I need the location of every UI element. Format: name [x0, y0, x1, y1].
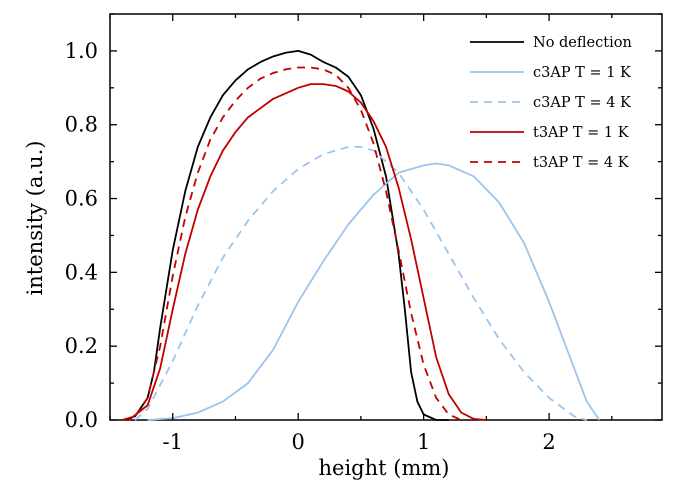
y-tick-label: 0.4: [65, 260, 98, 284]
y-axis: 0.0 0.2 0.4 0.6 0.8 1.0: [65, 13, 662, 432]
series-line-3: [128, 83, 487, 421]
x-axis: -1 0 1 2: [109, 14, 613, 454]
legend-label-0: No deflection: [533, 35, 632, 51]
y-axis-label: intensity (a.u.): [23, 141, 47, 296]
series-line-2: [134, 145, 587, 421]
y-tick-label: 0.2: [65, 334, 98, 358]
legend-label-4: t3AP T = 4 K: [533, 155, 630, 171]
y-tick-label: 1.0: [65, 39, 98, 63]
y-tick-label: 0.6: [65, 187, 98, 211]
legend-label-2: c3AP T = 4 K: [533, 95, 632, 111]
legend: No deflection c3AP T = 1 K c3AP T = 4 K t3A…: [470, 35, 632, 171]
x-tick-label: 2: [542, 430, 555, 454]
series-line-0: [122, 50, 449, 421]
plot-area: [109, 13, 663, 421]
y-tick-label: 0.0: [65, 408, 98, 432]
x-axis-label: height (mm): [319, 456, 450, 480]
series-line-1: [147, 162, 601, 421]
legend-label-3: t3AP T = 1 K: [533, 125, 630, 141]
legend-label-1: c3AP T = 1 K: [533, 65, 632, 81]
x-tick-label: 0: [291, 430, 304, 454]
series-line-4: [122, 66, 462, 421]
plot-frame: [109, 13, 663, 421]
x-tick-label: 1: [417, 430, 430, 454]
x-tick-label: -1: [162, 430, 182, 454]
y-tick-label: 0.8: [65, 113, 98, 137]
